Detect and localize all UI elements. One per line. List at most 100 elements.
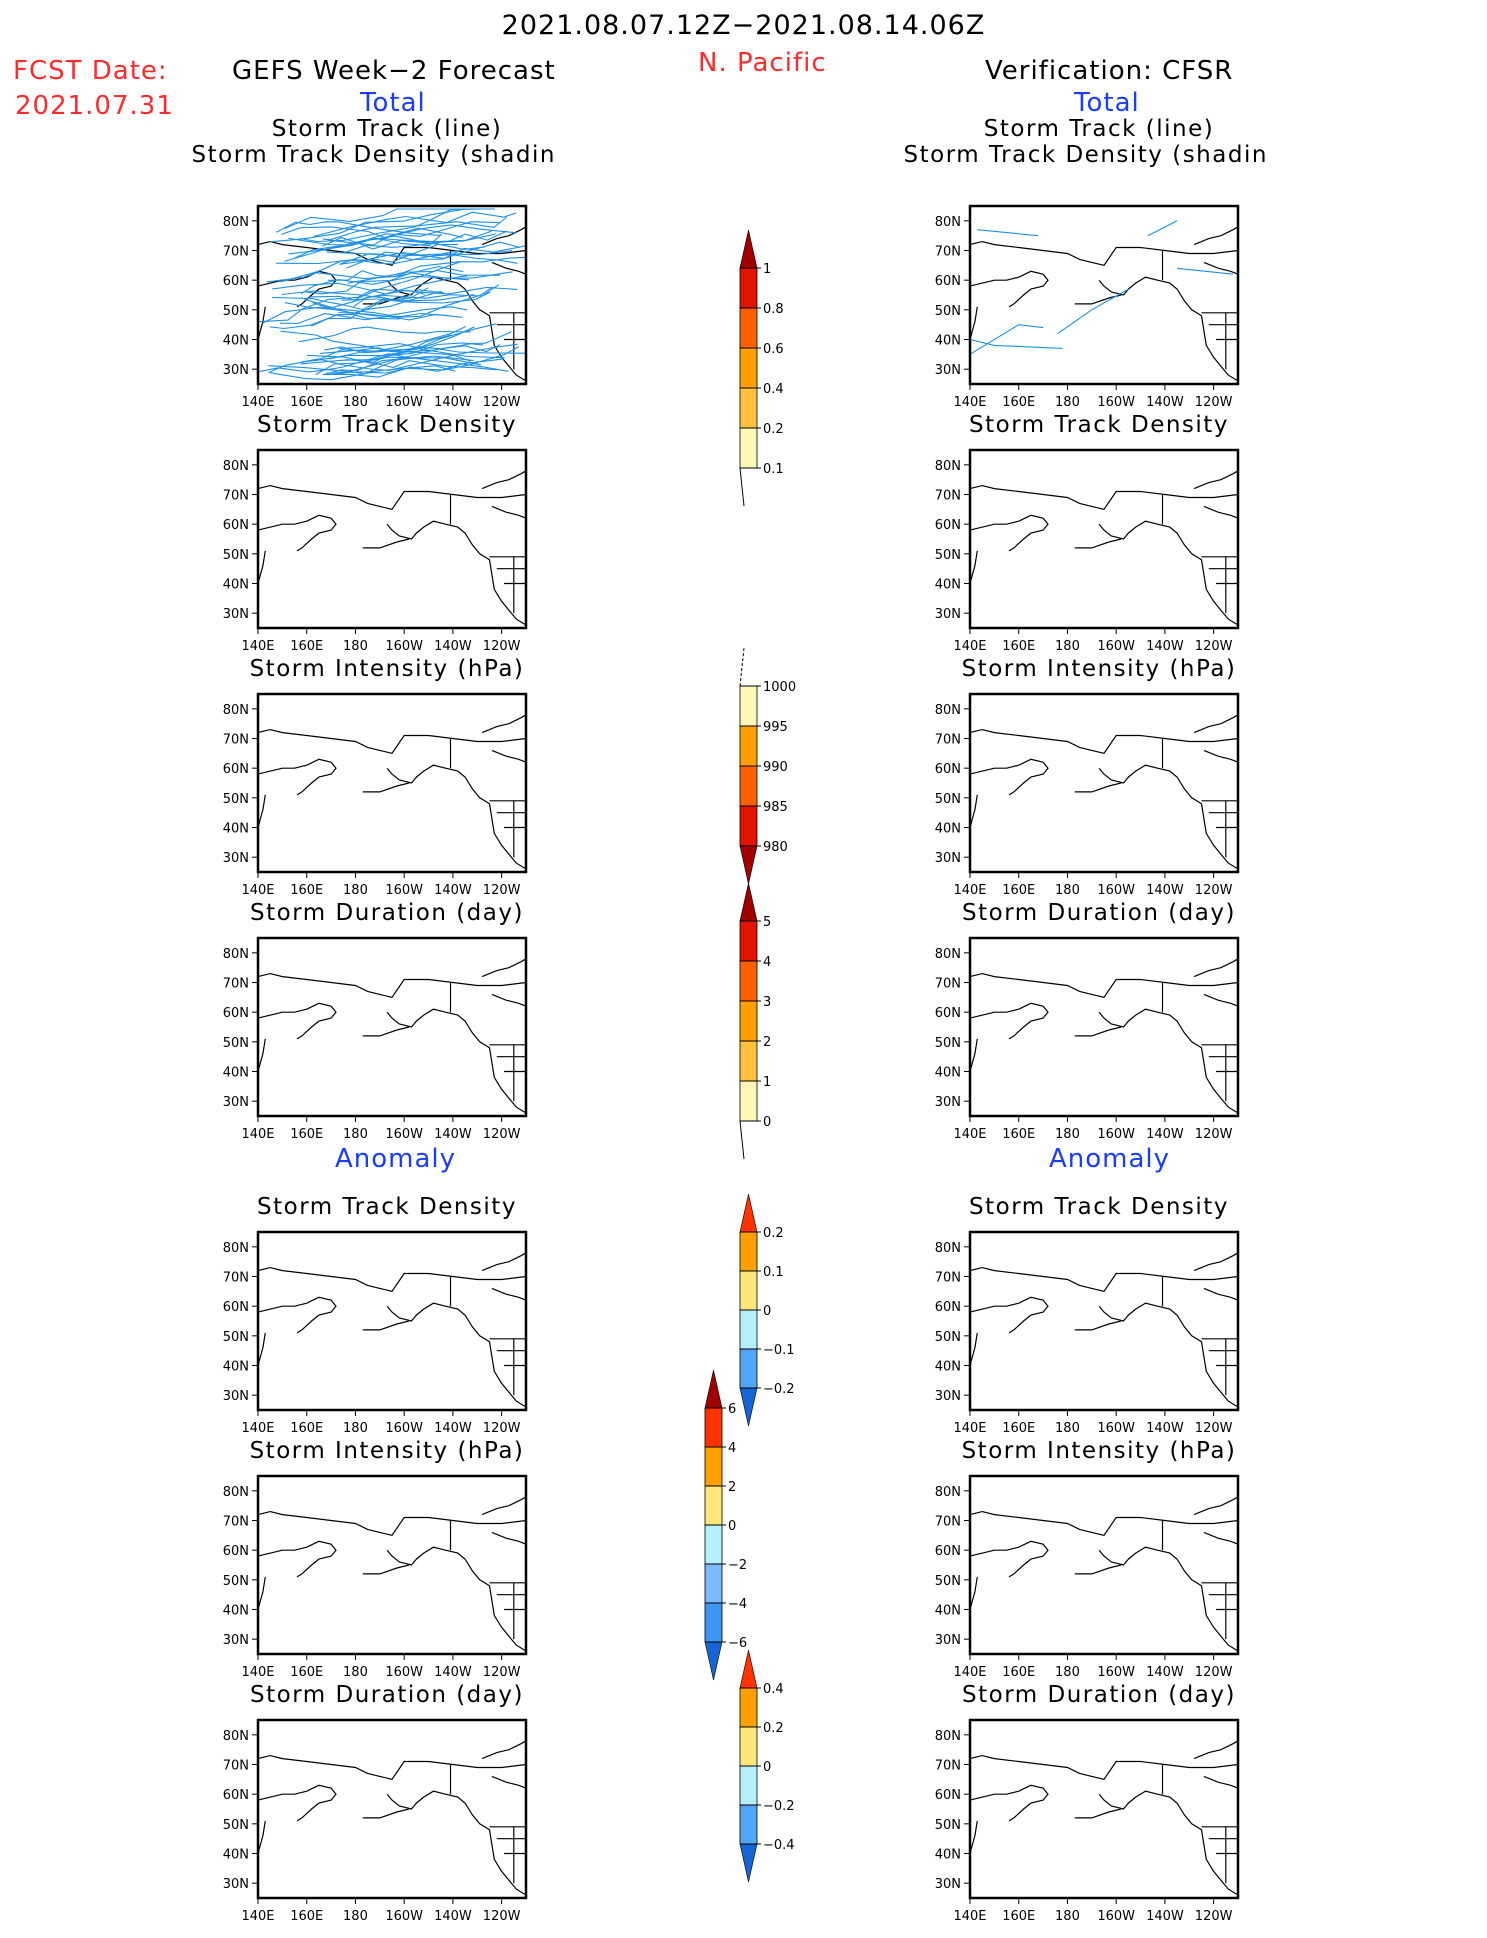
- coastline: [362, 1564, 410, 1575]
- x-tick-label: 180: [1055, 1127, 1080, 1142]
- storm-track-line: [295, 233, 442, 259]
- colorbar-label: 0: [763, 1304, 771, 1319]
- y-tick-label: 70N: [223, 1515, 249, 1530]
- storm-track-line: [338, 286, 494, 318]
- coastline: [257, 1784, 337, 1822]
- map-panel-fc-intensity-anom: Storm Intensity (hPa) 80N 70N 60N 50N 40N 30N 1…: [223, 1438, 528, 1680]
- y-tick-label: 80N: [935, 1485, 961, 1500]
- colorbar-open-end: [739, 467, 745, 507]
- x-tick-label: 140W: [1146, 1665, 1184, 1680]
- colorbar-label: 0.4: [763, 382, 784, 397]
- storm-track-line: [299, 208, 482, 243]
- panel-title: Storm Duration (day): [250, 900, 524, 926]
- storm-track-line: [969, 324, 1044, 355]
- x-tick-label: 180: [343, 639, 368, 654]
- coastline: [1193, 470, 1239, 490]
- storm-track-line: [268, 355, 474, 375]
- coastline-layer: [969, 714, 1239, 870]
- colorbar-segment: [704, 1407, 723, 1448]
- x-tick-label: 160W: [385, 883, 423, 898]
- storm-track-line: [288, 230, 492, 255]
- x-tick-label: 140E: [241, 1909, 274, 1924]
- y-tick-label: 60N: [935, 762, 961, 777]
- coastline: [386, 1302, 527, 1408]
- y-tick-label: 50N: [223, 1818, 249, 1833]
- colorbar-label: 1: [763, 262, 771, 277]
- colorbar-label: 0.2: [763, 1721, 784, 1736]
- coastline: [481, 226, 527, 246]
- y-tick-label: 80N: [935, 1241, 961, 1256]
- y-tick-label: 40N: [223, 1604, 249, 1619]
- coastline: [1203, 1287, 1239, 1301]
- coastline: [491, 993, 527, 1007]
- x-tick-label: 160E: [290, 1909, 323, 1924]
- storm-track-line: [305, 272, 470, 295]
- colorbar-cb-density: 1 0.8 0.6 0.4 0.2 0.1: [739, 230, 784, 507]
- coastline: [969, 972, 1239, 998]
- x-tick-label: 140E: [953, 395, 986, 410]
- map-panel-fc-density-anom: Storm Track Density 80N 70N 60N 50N 40N 30N 140…: [223, 1194, 528, 1436]
- colorbar-segment: [739, 1687, 758, 1728]
- y-tick-label: 50N: [935, 1574, 961, 1589]
- x-tick-label: 160W: [385, 1909, 423, 1924]
- y-tick-label: 60N: [935, 1544, 961, 1559]
- storm-track-line: [341, 291, 491, 304]
- y-tick-label: 60N: [223, 1544, 249, 1559]
- x-tick-label: 140W: [434, 883, 472, 898]
- storm-track-layer: [969, 220, 1234, 355]
- panel-title: Storm Track Density: [257, 412, 517, 438]
- storm-track-line: [279, 313, 463, 325]
- x-tick-label: 140E: [953, 1665, 986, 1680]
- coastline: [1074, 782, 1122, 793]
- x-tick-label: 180: [343, 1665, 368, 1680]
- coastline: [1074, 1564, 1122, 1575]
- colorbar-segment: [739, 267, 758, 309]
- coastline-layer: [969, 470, 1239, 626]
- storm-track-line: [315, 353, 509, 376]
- map-frame: [968, 204, 1240, 386]
- x-tick-label: 160W: [385, 639, 423, 654]
- colorbar-segment: [739, 347, 758, 389]
- map-frame: [968, 448, 1240, 630]
- x-tick-label: 140W: [1146, 1909, 1184, 1924]
- coastline: [257, 484, 527, 510]
- coastline: [257, 758, 337, 796]
- y-tick-label: 80N: [935, 459, 961, 474]
- coastline: [1203, 1531, 1239, 1545]
- x-tick-label: 180: [1055, 1909, 1080, 1924]
- y-tick-label: 50N: [223, 1574, 249, 1589]
- x-tick-label: 140W: [1146, 1421, 1184, 1436]
- colorbar-max-arrow: [704, 1370, 723, 1409]
- coastline: [481, 1252, 527, 1272]
- storm-track-line: [304, 298, 468, 316]
- panel-title: Storm Duration (day): [962, 1682, 1236, 1708]
- y-tick-label: 40N: [935, 822, 961, 837]
- map-frame: [256, 692, 528, 874]
- coastline: [362, 782, 410, 793]
- coastline: [1074, 1026, 1122, 1037]
- colorbar-segment: [739, 1765, 758, 1806]
- y-tick-label: 40N: [223, 822, 249, 837]
- x-tick-label: 120W: [1195, 395, 1233, 410]
- panel-subtitle: Storm Track Density (shading): [904, 142, 1268, 168]
- y-tick-label: 40N: [935, 1848, 961, 1863]
- colorbar-min-arrow: [739, 845, 758, 885]
- storm-track-line: [300, 331, 512, 365]
- coastline: [1098, 1008, 1239, 1114]
- storm-track-line: [1057, 288, 1129, 335]
- fcst-date-value: 2021.07.31: [15, 91, 174, 121]
- coastline: [386, 1546, 527, 1652]
- x-tick-label: 140E: [241, 1127, 274, 1142]
- x-tick-label: 180: [343, 1909, 368, 1924]
- map-frame: [968, 1230, 1240, 1412]
- y-tick-label: 50N: [935, 1330, 961, 1345]
- storm-track-line: [267, 326, 467, 374]
- colorbar-min-arrow: [704, 1641, 723, 1681]
- y-tick-label: 40N: [935, 1360, 961, 1375]
- map-frame: [256, 204, 528, 386]
- storm-track-line: [345, 358, 497, 371]
- x-tick-label: 180: [343, 395, 368, 410]
- coastline: [257, 1002, 337, 1040]
- y-tick-label: 70N: [935, 245, 961, 260]
- colorbar-label: −0.2: [763, 1382, 795, 1397]
